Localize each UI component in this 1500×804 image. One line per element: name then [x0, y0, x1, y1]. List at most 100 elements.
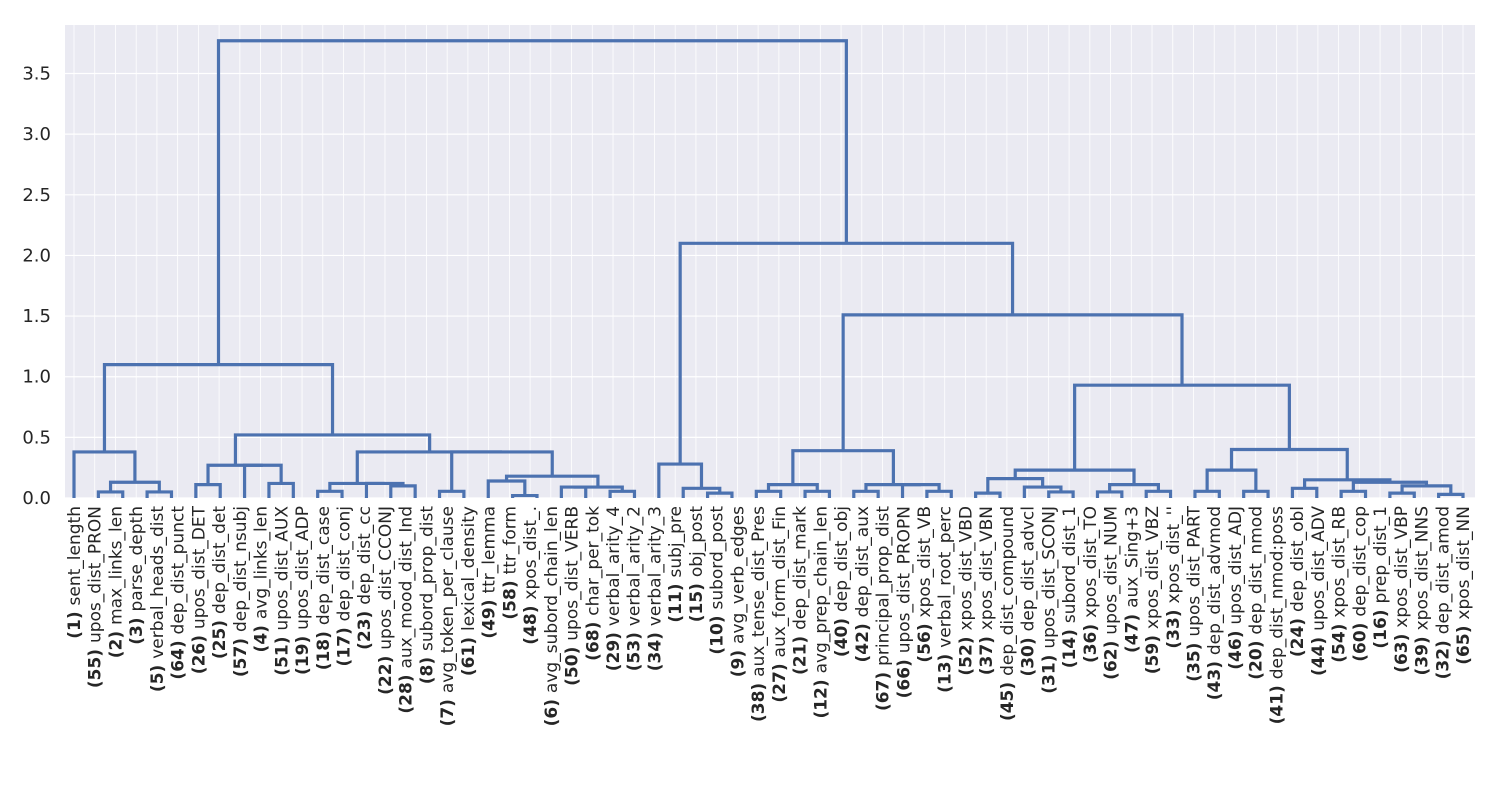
leaf-label: (40) dep_dist_obj: [832, 506, 852, 657]
leaf-name: subord_prop_dist: [417, 506, 437, 651]
leaf-label: (38) aux_tense_dist_Pres: [749, 506, 769, 722]
dendrogram-link: [986, 476, 1045, 494]
leaf-name: aux_mood_dist_Ind: [397, 506, 417, 669]
leaf-label: (5) verbal_heads_dist: [148, 506, 168, 692]
leaf-label: (57) dep_dist_nsubj: [231, 506, 251, 677]
leaf-number: (36): [1081, 618, 1101, 663]
leaf-number: (49): [480, 594, 500, 639]
leaf-number: (7): [438, 693, 458, 726]
leaf-name: upos_dist_PROPN: [894, 506, 914, 653]
leaf-name: ttr_form: [500, 506, 520, 574]
leaf-name: upos_dist_SCONJ: [1039, 506, 1059, 649]
dendrogram-link: [1108, 483, 1160, 492]
leaf-name: dep_dist_compound: [998, 506, 1018, 676]
leaf-label: (60) dep_dist_cop: [1350, 506, 1370, 662]
leaf-name: xpos_dist_NNS: [1413, 506, 1433, 630]
leaf-label: (44) upos_dist_ADV: [1309, 506, 1329, 676]
leaf-name: verbal_arity_2: [625, 506, 645, 626]
dendrogram-link: [242, 463, 283, 498]
leaf-label: (36) xpos_dist_TO: [1081, 506, 1101, 663]
leaf-number: (26): [189, 629, 209, 674]
dendrogram-link: [206, 463, 263, 485]
leaf-label: (37) xpos_dist_VBN: [977, 506, 997, 675]
leaf-label: (18) dep_dist_case: [314, 506, 334, 670]
leaf-label: (61) lexical_density: [459, 506, 479, 676]
leaf-number: (39): [1413, 630, 1433, 675]
leaf-number: (38): [749, 677, 769, 722]
leaf-number: (24): [1288, 612, 1308, 657]
leaf-name: dep_dist_nmod: [1247, 506, 1267, 635]
leaf-name: verbal_heads_dist: [148, 506, 168, 659]
leaf-name: prep_dist_1: [1371, 506, 1391, 604]
leaf-number: (65): [1454, 620, 1474, 665]
leaf-name: dep_dist_aux: [853, 506, 873, 617]
leaf-number: (59): [1143, 629, 1163, 674]
leaf-label: (63) xpos_dist_VBP: [1392, 506, 1412, 673]
leaf-label: (62) upos_dist_NUM: [1102, 506, 1122, 680]
leaf-number: (60): [1350, 617, 1370, 662]
dendrogram-links: [72, 39, 1465, 498]
leaf-label: (13) verbal_root_perc: [936, 506, 956, 693]
leaf-label: (49) ttr_lemma: [480, 506, 500, 639]
leaf-number: (1): [65, 605, 85, 638]
leaf-name: dep_dist_cop: [1350, 506, 1370, 617]
dendrogram-link: [1400, 484, 1453, 495]
dendrogram-link: [328, 481, 385, 492]
leaf-label: (26) upos_dist_DET: [189, 505, 209, 674]
leaf-label: (32) dep_dist_amod: [1433, 506, 1453, 679]
leaf-label: (43) dep_dist_advmod: [1205, 506, 1225, 700]
leaf-label: (53) verbal_arity_2: [625, 506, 645, 671]
leaf-label: (29) verbal_arity_4: [604, 506, 624, 671]
leaf-name: max_links_len: [106, 506, 126, 625]
leaf-number: (43): [1205, 655, 1225, 700]
dendrogram-link: [864, 483, 921, 492]
leaf-name: avg_token_per_clause: [438, 506, 458, 693]
leaf-number: (33): [1164, 604, 1184, 649]
leaf-name: verbal_arity_3: [645, 506, 665, 626]
dendrogram-link: [1047, 490, 1075, 498]
leaf-number: (32): [1433, 634, 1453, 679]
leaf-label: (33) xpos_dist_'': [1164, 506, 1184, 649]
leaf-label: (8) subord_prop_dist: [417, 506, 437, 685]
y-tick-label: 0.0: [22, 488, 51, 509]
leaf-name: xpos_dist_VBD: [956, 506, 976, 631]
leaf-label: (54) xpos_dist_RB: [1330, 506, 1350, 663]
leaf-name: upos_dist_VERB: [563, 506, 583, 641]
leaf-name: dep_dist_det: [210, 506, 230, 614]
leaf-number: (31): [1039, 649, 1059, 694]
leaf-label: (9) avg_verb_edges: [728, 506, 748, 677]
leaf-label: (3) parse_depth: [127, 506, 147, 645]
leaf-name: xpos_dist_.: [521, 506, 541, 600]
dendrogram-link: [486, 479, 527, 498]
leaf-number: (22): [376, 650, 396, 695]
leaf-name: ttr_lemma: [480, 506, 500, 594]
dendrogram-link: [705, 491, 734, 498]
leaf-label: (1) sent_length: [65, 506, 85, 639]
leaf-name: upos_dist_CCONJ: [376, 506, 396, 650]
leaf-name: dep_dist_amod: [1433, 506, 1453, 634]
leaf-number: (15): [687, 577, 707, 622]
leaf-label: (39) xpos_dist_NNS: [1413, 506, 1433, 676]
leaf-label: (17) dep_dist_conj: [335, 506, 355, 666]
leaf-number: (16): [1371, 604, 1391, 649]
y-tick-label: 3.0: [22, 124, 51, 145]
y-tick-label: 3.5: [22, 64, 51, 85]
leaf-number: (27): [770, 657, 790, 702]
leaf-labels: (1) sent_length(55) upos_dist_PRON (2) ma…: [65, 505, 1474, 726]
leaf-name: upos_dist_DET: [189, 505, 209, 629]
leaf-name: dep_dist_advmod: [1205, 506, 1225, 655]
leaf-name: dep_dist_conj: [335, 506, 355, 621]
leaf-name: sent_length: [65, 506, 85, 605]
leaf-number: (45): [998, 676, 1018, 721]
y-axis-tick-labels: 0.0 0.5 1.0 1.5 2.0 2.5 3.0 3.5: [22, 64, 51, 509]
leaf-label: (14) subord_dist_1: [1060, 506, 1080, 668]
leaf-name: aux_form_dist_Fin: [770, 506, 790, 657]
leaf-label: (52) xpos_dist_VBD: [956, 506, 976, 676]
leaf-name: subj_pre: [666, 506, 686, 578]
leaf-number: (42): [853, 617, 873, 662]
leaf-number: (48): [521, 600, 541, 645]
dendrogram-link: [1095, 490, 1124, 498]
leaf-label: (64) dep_dist_punct: [169, 506, 189, 680]
leaf-label: (22) upos_dist_CCONJ: [376, 506, 396, 695]
